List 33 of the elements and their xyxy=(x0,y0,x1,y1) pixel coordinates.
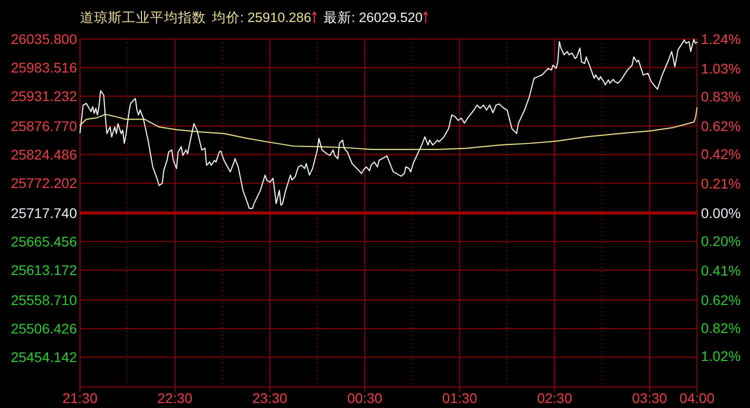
xtick: 23:30 xyxy=(252,390,288,406)
y2tick: 1.03% xyxy=(701,60,741,76)
ytick: 25558.710 xyxy=(10,292,77,308)
ytick: 25772.202 xyxy=(10,175,77,192)
ytick: 25717.740 xyxy=(10,205,77,221)
y2tick: 0.20% xyxy=(701,233,741,250)
y2tick: 1.02% xyxy=(701,348,741,364)
ytick: 25454.142 xyxy=(10,349,77,366)
xtick: 01:30 xyxy=(442,390,478,406)
xtick: 03:30 xyxy=(632,390,668,406)
y2tick: 0.00% xyxy=(701,205,741,221)
ytick: 25876.770 xyxy=(10,118,77,134)
ytick: 25983.516 xyxy=(10,60,77,76)
y2tick: 0.82% xyxy=(701,320,741,336)
y2tick: 0.21% xyxy=(701,176,741,192)
ytick: 26035.800 xyxy=(10,31,77,47)
xtick: 21:30 xyxy=(62,390,98,406)
xtick: 02:30 xyxy=(537,390,572,406)
xtick: 00:30 xyxy=(347,390,382,406)
title: 道琼斯工业平均指数 xyxy=(80,10,206,25)
y2tick: 0.83% xyxy=(701,88,741,105)
y2tick: 0.42% xyxy=(701,146,741,162)
ytick: 25506.426 xyxy=(10,320,77,337)
y2tick: 0.41% xyxy=(701,262,741,279)
y2tick: 0.62% xyxy=(701,118,741,134)
xtick: 04:00 xyxy=(679,390,715,406)
ytick: 25824.486 xyxy=(10,146,77,163)
y2tick: 0.62% xyxy=(701,292,741,308)
ytick: 25613.172 xyxy=(10,262,77,278)
y2tick: 1.24% xyxy=(701,31,741,47)
ytick: 25665.456 xyxy=(10,234,77,250)
xtick: 22:30 xyxy=(157,390,192,406)
ytick: 25931.232 xyxy=(10,88,77,104)
